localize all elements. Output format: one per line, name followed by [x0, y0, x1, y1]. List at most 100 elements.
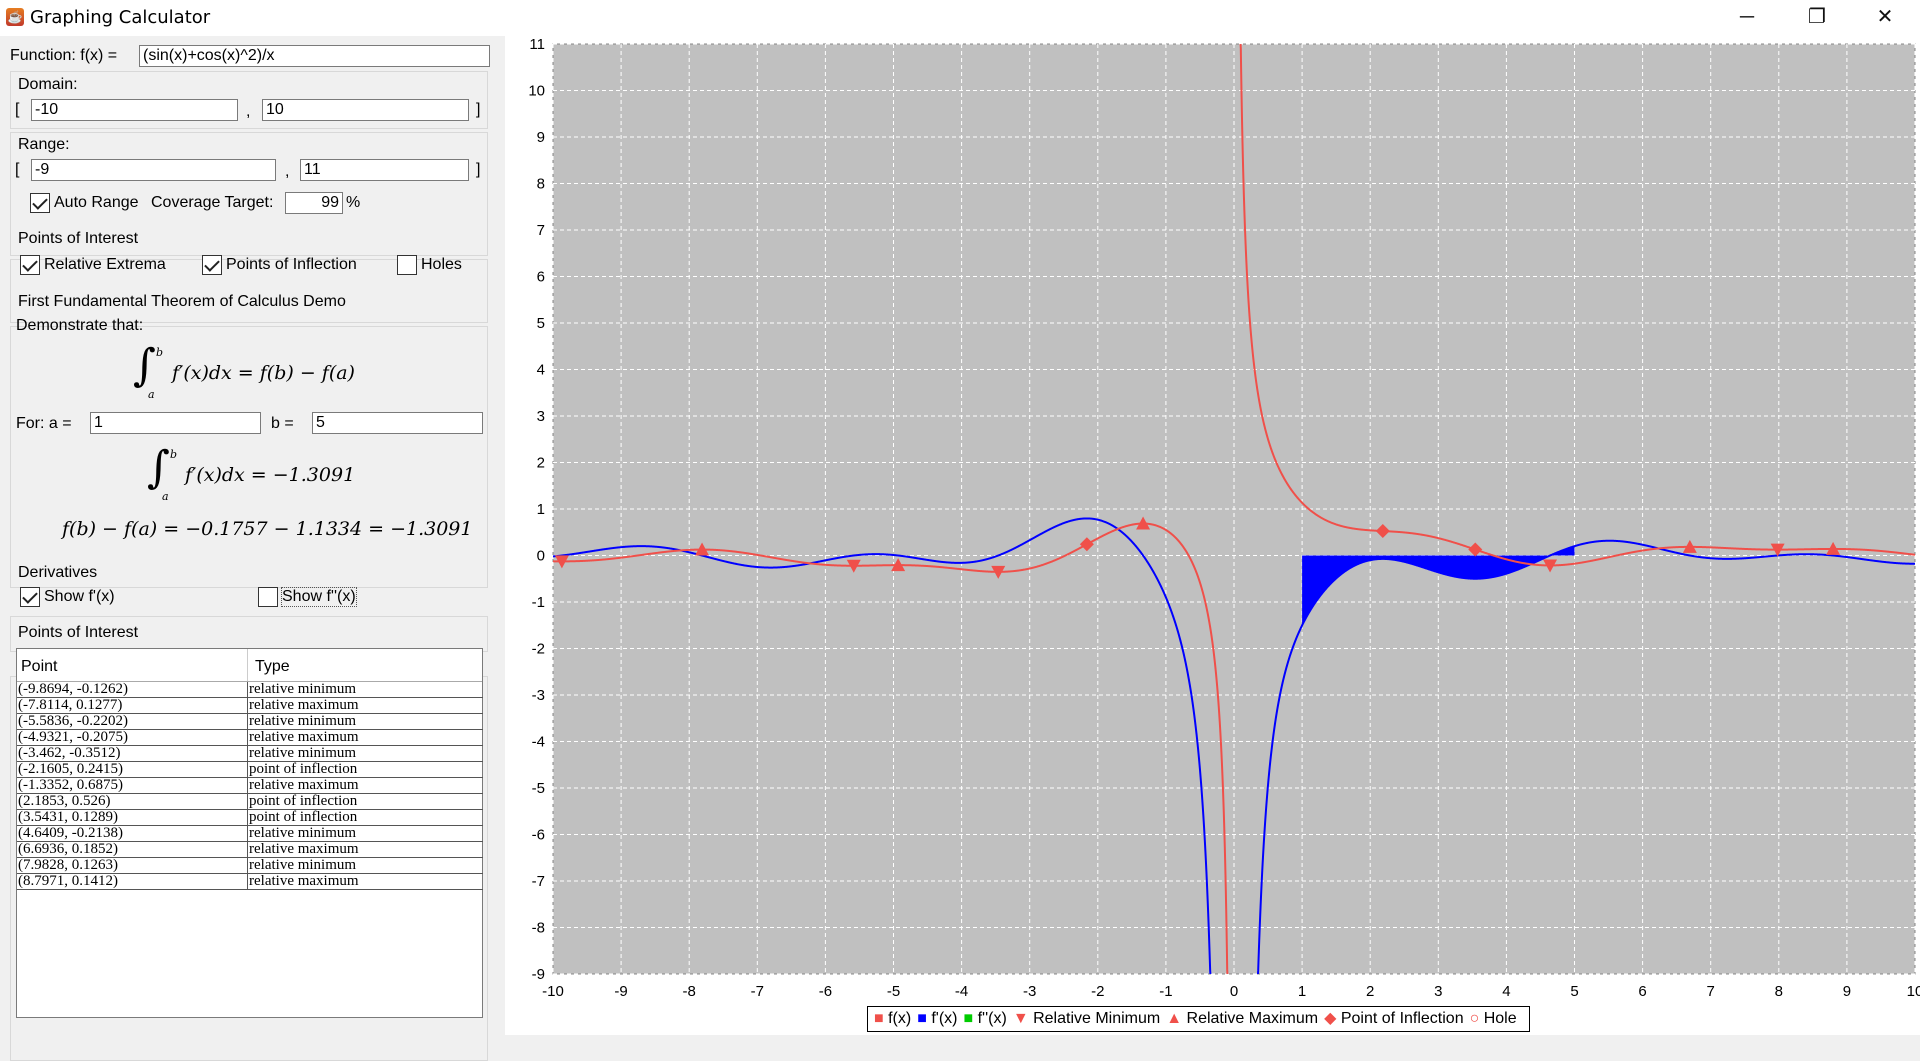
- column-separator[interactable]: [247, 649, 248, 681]
- legend-hole-icon: ○: [1469, 1010, 1484, 1027]
- ftc-b-label: b =: [271, 415, 294, 432]
- points-of-interest-table[interactable]: Point Type (-9.8694, -0.1262) relative mi…: [16, 648, 483, 1018]
- cell-separator: [247, 826, 248, 842]
- show-fprime-checkbox[interactable]: [20, 587, 40, 607]
- legend-hole: ○ Hole: [1470, 1010, 1517, 1027]
- table-row[interactable]: (-5.5836, -0.2202) relative minimum: [17, 714, 483, 730]
- column-header-type[interactable]: Type: [255, 658, 290, 675]
- y-tick-label: 6: [537, 269, 545, 286]
- function-input[interactable]: (sin(x)+cos(x)^2)/x: [139, 45, 490, 67]
- window-title: Graphing Calculator: [30, 7, 211, 28]
- relative-minimum-marker: [991, 565, 1006, 579]
- table-row[interactable]: (6.6936, 0.1852) relative maximum: [17, 842, 483, 858]
- domain-comma: ,: [246, 103, 251, 120]
- legend-fsecond: ■ f''(x): [963, 1010, 1006, 1027]
- table-row[interactable]: (7.9828, 0.1263) relative minimum: [17, 858, 483, 874]
- legend-fprime-label: f'(x): [931, 1010, 958, 1027]
- y-tick-label: -9: [532, 966, 545, 983]
- legend-relative-maximum-icon: ▲: [1166, 1010, 1187, 1027]
- chart-legend: ■ f(x) ■ f'(x) ■ f''(x) ▼ Relative Minimum ▲…: [867, 1006, 1530, 1032]
- cell-separator: [247, 794, 248, 810]
- cell-type: relative minimum: [249, 825, 357, 841]
- legend-f-icon: ■: [874, 1010, 889, 1027]
- cell-type: point of inflection: [249, 809, 358, 825]
- x-tick-label: 4: [1502, 983, 1510, 1000]
- ftc-group: [10, 326, 488, 588]
- table-header: Point Type: [17, 649, 482, 682]
- domain-max-input[interactable]: 10: [262, 99, 469, 121]
- auto-range-checkbox[interactable]: [30, 193, 50, 213]
- range-max-input[interactable]: 11: [300, 159, 469, 181]
- table-row[interactable]: (-4.9321, -0.2075) relative maximum: [17, 730, 483, 746]
- y-tick-label: 5: [537, 315, 545, 332]
- show-fprime-label: Show f'(x): [44, 588, 115, 605]
- domain-min-input[interactable]: -10: [31, 99, 238, 121]
- range-min-input[interactable]: -9: [31, 159, 276, 181]
- coverage-target-input[interactable]: 99: [285, 192, 343, 214]
- integral-result-lower-bound: a: [162, 490, 169, 503]
- table-row[interactable]: (-1.3352, 0.6875) relative maximum: [17, 778, 483, 794]
- x-tick-label: -3: [1023, 983, 1036, 1000]
- cell-point: (6.6936, 0.1852): [18, 841, 118, 857]
- ftc-difference: f(b) − f(a) = −0.1757 − 1.1334 = −1.3091: [62, 518, 473, 540]
- cell-separator: [247, 842, 248, 858]
- table-row[interactable]: (3.5431, 0.1289) point of inflection: [17, 810, 483, 826]
- cell-separator: [247, 682, 248, 698]
- cell-type: point of inflection: [249, 761, 358, 777]
- maximize-button[interactable]: ❐: [1808, 6, 1826, 28]
- integral-lower-bound: a: [148, 388, 155, 401]
- table-row[interactable]: (-7.8114, 0.1277) relative maximum: [17, 698, 483, 714]
- relative-extrema-checkbox[interactable]: [20, 255, 40, 275]
- show-fsecond-checkbox[interactable]: [258, 587, 278, 607]
- table-row[interactable]: (-3.462, -0.3512) relative minimum: [17, 746, 483, 762]
- cell-separator: [247, 762, 248, 778]
- minimize-button[interactable]: ─: [1739, 6, 1755, 28]
- close-button[interactable]: ✕: [1876, 6, 1894, 28]
- inflection-marker: [1079, 537, 1094, 552]
- table-row[interactable]: (4.6409, -0.2138) relative minimum: [17, 826, 483, 842]
- cell-type: relative maximum: [249, 697, 359, 713]
- domain-label: Domain:: [18, 76, 78, 93]
- y-tick-label: -3: [532, 687, 545, 704]
- relative-minimum-marker: [846, 559, 861, 573]
- y-tick-label: 7: [537, 222, 545, 239]
- x-tick-label: 8: [1775, 983, 1783, 1000]
- cell-point: (-3.462, -0.3512): [18, 745, 121, 761]
- ftc-b-input[interactable]: 5: [312, 412, 483, 434]
- table-row[interactable]: (8.7971, 0.1412) relative maximum: [17, 874, 483, 890]
- ftc-a-input[interactable]: 1: [90, 412, 261, 434]
- x-tick-label: 10: [1907, 983, 1920, 1000]
- y-tick-label: 4: [537, 362, 545, 379]
- integral-sign: ∫: [133, 340, 156, 391]
- graph-svg[interactable]: -10 -9 -8 -7 -6 -5 -4 -3 -2 -1 0 1 2 3 4 5 6 7 8 9 10-9-8-7-…: [505, 36, 1920, 1035]
- y-tick-label: -1: [532, 594, 545, 611]
- holes-label: Holes: [421, 256, 462, 273]
- table-row[interactable]: (-9.8694, -0.1262) relative minimum: [17, 682, 483, 698]
- column-header-point[interactable]: Point: [21, 658, 58, 675]
- coverage-target-label: Coverage Target:: [151, 194, 274, 211]
- f-curve: [553, 44, 1915, 974]
- y-tick-label: 1: [537, 501, 545, 518]
- points-of-inflection-checkbox[interactable]: [202, 255, 222, 275]
- legend-inflection-label: Point of Inflection: [1340, 1010, 1464, 1027]
- relative-maximum-marker: [891, 558, 906, 572]
- x-tick-label: 9: [1843, 983, 1851, 1000]
- table-row[interactable]: (-2.1605, 0.2415) point of inflection: [17, 762, 483, 778]
- relative-extrema-label: Relative Extrema: [44, 256, 166, 273]
- holes-checkbox[interactable]: [397, 255, 417, 275]
- domain-open-bracket: [: [15, 101, 20, 118]
- cell-separator: [247, 858, 248, 874]
- table-row[interactable]: (2.1853, 0.526) point of inflection: [17, 794, 483, 810]
- x-tick-label: -10: [542, 983, 564, 1000]
- relative-maximum-marker: [695, 542, 710, 556]
- x-tick-label: -6: [819, 983, 832, 1000]
- cell-type: relative maximum: [249, 729, 359, 745]
- cell-separator: [247, 746, 248, 762]
- x-tick-label: 0: [1230, 983, 1238, 1000]
- y-tick-label: -5: [532, 780, 545, 797]
- range-close-bracket: ]: [476, 161, 481, 178]
- y-tick-label: 0: [537, 548, 545, 565]
- legend-relative-maximum-label: Relative Maximum: [1186, 1010, 1319, 1027]
- cell-point: (-7.8114, 0.1277): [18, 697, 123, 713]
- points-of-interest-label: Points of Interest: [18, 230, 139, 247]
